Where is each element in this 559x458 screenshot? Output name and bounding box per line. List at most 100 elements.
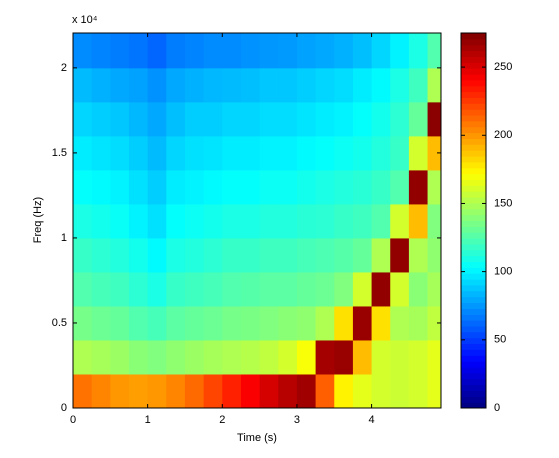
heatmap-cell — [203, 67, 223, 103]
colorbar-swatch — [461, 173, 486, 180]
heatmap-cell — [296, 101, 317, 137]
colorbar-tick-label: 100 — [494, 266, 512, 278]
heatmap-cell — [278, 271, 298, 307]
colorbar-swatch — [461, 62, 486, 69]
heatmap-cell — [147, 373, 167, 409]
colorbar-swatch — [461, 38, 486, 46]
heatmap-cell — [184, 271, 205, 307]
heatmap-cell — [203, 135, 223, 171]
heatmap-cell — [184, 135, 205, 171]
heatmap-cell — [73, 305, 93, 341]
colorbar-swatch — [461, 44, 486, 52]
heatmap-cell — [427, 101, 442, 137]
heatmap-cell — [334, 33, 354, 69]
heatmap-cell — [296, 271, 317, 307]
heatmap-cell — [352, 203, 373, 239]
heatmap-cell — [390, 67, 410, 103]
heatmap-cell — [147, 33, 167, 69]
heatmap-cell — [147, 101, 167, 137]
heatmap-cell — [240, 135, 261, 171]
heatmap-cell — [408, 271, 429, 307]
heatmap-cell — [278, 67, 298, 103]
heatmap-cell — [259, 135, 279, 171]
colorbar-swatch — [461, 214, 486, 221]
heatmap-cell — [91, 305, 111, 341]
colorbar-swatch — [461, 120, 486, 128]
heatmap-cell — [222, 33, 242, 69]
heatmap-cell — [408, 33, 429, 69]
y-tick-label: 0 — [61, 402, 67, 414]
heatmap-cell — [184, 339, 205, 375]
heatmap-cell — [240, 339, 261, 375]
heatmap-cell — [240, 271, 261, 307]
heatmap-cell — [371, 373, 391, 409]
colorbar-swatch — [461, 325, 486, 333]
heatmap-cell — [166, 237, 186, 273]
colorbar-swatch — [461, 138, 486, 145]
heatmap-cell — [184, 101, 205, 137]
colorbar-swatch — [461, 296, 486, 304]
heatmap-cell — [259, 237, 279, 273]
heatmap-cell — [390, 101, 410, 137]
heatmap-cell — [427, 67, 442, 103]
heatmap-cell — [390, 237, 410, 273]
colorbar-swatch — [461, 202, 486, 210]
colorbar-swatch — [461, 56, 486, 63]
heatmap-cell — [110, 101, 130, 137]
x-tick-label: 2 — [219, 414, 225, 426]
heatmap-cell — [222, 67, 242, 103]
heatmap-cell — [371, 237, 391, 273]
heatmap-cell — [203, 33, 223, 69]
heatmap-cell — [203, 339, 223, 375]
heatmap-cell — [222, 169, 242, 205]
heatmap-cell — [166, 67, 186, 103]
heatmap-cell — [147, 203, 167, 239]
heatmap-cell — [73, 67, 93, 103]
heatmap-cell — [128, 339, 149, 375]
heatmap-cell — [91, 67, 111, 103]
heatmap-cell — [184, 237, 205, 273]
heatmap-cell — [128, 33, 149, 69]
heatmap-cell — [184, 373, 205, 409]
heatmap-cell — [408, 305, 429, 341]
heatmap-cell — [203, 271, 223, 307]
heatmap-cell — [203, 169, 223, 205]
heatmap-cell — [352, 373, 373, 409]
colorbar-swatch — [461, 361, 486, 368]
colorbar-swatch — [461, 402, 486, 409]
heatmap-cell — [296, 135, 317, 171]
y-tick-label: 1.5 — [52, 147, 67, 159]
colorbar-swatch — [461, 290, 486, 298]
heatmap-cell — [73, 271, 93, 307]
colorbar-swatch — [461, 249, 486, 257]
heatmap-cell — [147, 67, 167, 103]
heatmap-cell — [371, 33, 391, 69]
heatmap-cell — [128, 101, 149, 137]
colorbar-swatch — [461, 144, 486, 151]
colorbar-swatch — [461, 273, 486, 280]
heatmap-cell — [73, 373, 93, 409]
heatmap-cell — [352, 169, 373, 205]
colorbar-swatch — [461, 378, 486, 386]
heatmap-cell — [278, 339, 298, 375]
heatmap-cell — [166, 373, 186, 409]
x-tick-label: 4 — [369, 414, 375, 426]
colorbar-swatch — [461, 226, 486, 233]
colorbar-swatch — [461, 284, 486, 292]
heatmap-cell — [427, 33, 442, 69]
heatmap-cell — [73, 203, 93, 239]
heatmap-cell — [390, 203, 410, 239]
heatmap-cell — [278, 33, 298, 69]
heatmap-cell — [278, 373, 298, 409]
heatmap-cell — [296, 339, 317, 375]
heatmap-cell — [408, 101, 429, 137]
heatmap-cell — [128, 135, 149, 171]
colorbar-swatch — [461, 390, 486, 397]
heatmap-cell — [371, 67, 391, 103]
heatmap-cell — [259, 101, 279, 137]
colorbar-swatch — [461, 337, 486, 345]
heatmap-cell — [352, 271, 373, 307]
heatmap-cell — [222, 373, 242, 409]
heatmap-cell — [73, 169, 93, 205]
heatmap-cell — [259, 33, 279, 69]
